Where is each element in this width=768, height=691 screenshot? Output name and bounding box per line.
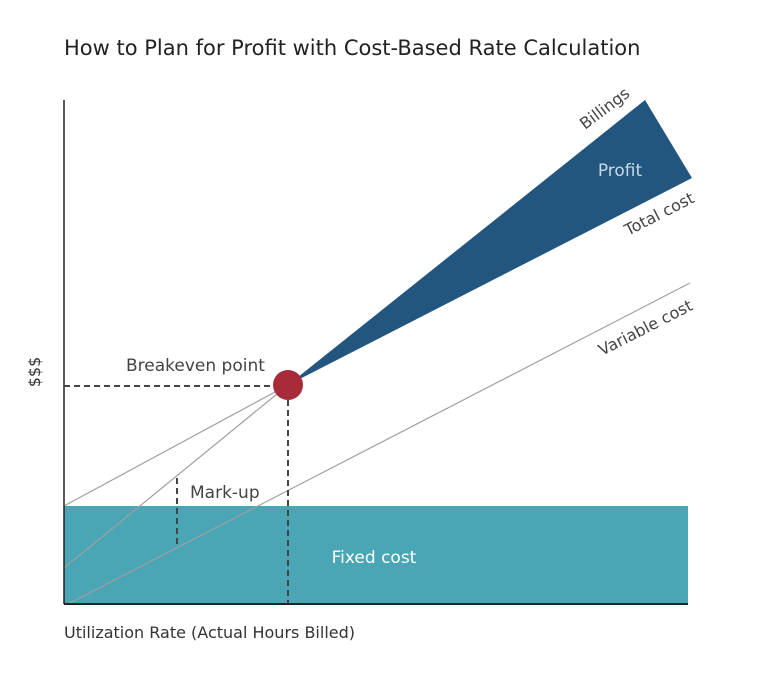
profit-label: Profit	[598, 161, 643, 181]
breakeven-point-marker	[273, 370, 303, 400]
profit-wedge	[288, 100, 692, 385]
fixed-cost-area	[64, 506, 688, 604]
y-axis-label: $$$	[25, 357, 44, 388]
fixed-cost-label: Fixed cost	[332, 548, 417, 568]
breakeven-point-label: Breakeven point	[126, 356, 265, 376]
variable-cost-line	[67, 282, 691, 605]
diagram-title: How to Plan for Profit with Cost-Based R…	[64, 36, 640, 60]
billings-line	[63, 384, 289, 569]
total-cost-line	[63, 384, 289, 507]
mark-up-label: Mark-up	[190, 483, 260, 503]
x-axis-label: Utilization Rate (Actual Hours Billed)	[64, 623, 355, 642]
